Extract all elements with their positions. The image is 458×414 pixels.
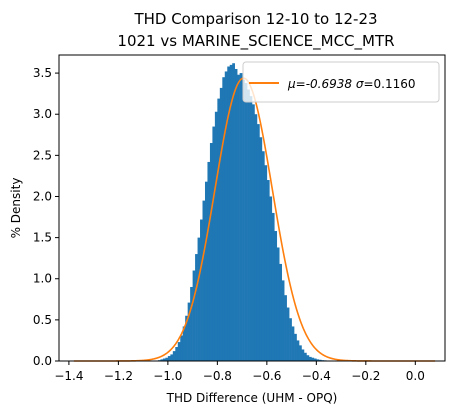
histogram-bar	[244, 82, 248, 361]
histogram-bar	[249, 96, 253, 361]
y-tick-label: 3.0	[33, 107, 52, 121]
legend-box	[242, 61, 440, 103]
histogram-bar	[234, 68, 238, 361]
histogram-bar	[160, 359, 164, 361]
y-axis-label: % Density	[9, 178, 23, 239]
histogram-bar	[222, 77, 226, 362]
chart-title-line-1: THD Comparison 12-10 to 12-23	[133, 10, 377, 28]
histogram-bar	[271, 212, 275, 361]
y-tick-label: 0.0	[33, 354, 52, 368]
histogram-bar	[232, 63, 235, 361]
histogram-bar	[202, 200, 206, 361]
histogram-bar	[299, 345, 302, 361]
x-tick-label: −0.4	[302, 369, 331, 383]
legend-label-mu: μ=-0.6938	[287, 77, 356, 91]
histogram-bar	[192, 270, 196, 361]
histogram-bar	[256, 124, 260, 361]
histogram-bar	[197, 237, 201, 361]
histogram-bar	[224, 71, 228, 361]
histogram-bar	[190, 286, 193, 361]
y-tick-label: 3.5	[33, 66, 52, 80]
histogram-bar	[170, 354, 174, 361]
histogram-bar	[286, 307, 290, 361]
histogram-bar	[279, 263, 282, 361]
histogram-bar	[318, 359, 322, 361]
histogram-bar	[162, 358, 166, 361]
x-tick-label: −0.6	[252, 369, 281, 383]
histogram-bar	[274, 231, 278, 361]
histogram-bar	[264, 165, 268, 361]
x-tick-label: −1.4	[54, 369, 83, 383]
y-tick-label: 2.5	[33, 148, 52, 162]
histogram-bar	[177, 342, 181, 361]
histogram-bar	[167, 356, 171, 361]
histogram-bar	[209, 143, 213, 361]
plot-frame	[58, 54, 446, 362]
histogram-bar	[313, 358, 317, 361]
histogram-bar	[185, 315, 188, 361]
histogram-bar	[165, 357, 169, 361]
histogram-bar	[303, 352, 307, 361]
histogram-bar	[261, 151, 265, 361]
x-tick-label: −1.2	[104, 369, 133, 383]
histogram-bar	[172, 351, 176, 361]
histogram-bar	[296, 340, 300, 361]
histogram-bar	[266, 180, 270, 361]
histogram-bar	[276, 247, 280, 361]
x-tick-label: −1.0	[153, 369, 182, 383]
histogram-bar	[252, 104, 255, 361]
histogram-bar	[284, 295, 287, 361]
legend: μ=-0.6938 σ=0.1160	[242, 61, 440, 103]
histogram-bar	[242, 79, 245, 362]
y-tick-label: 1.5	[33, 231, 52, 245]
y-axis-ticks: 0.0 0.5 1.0 1.5 2.0 2.5 3.0 3.5	[33, 66, 59, 368]
legend-label: μ=-0.6938 σ=0.1160	[287, 77, 415, 91]
histogram-bars	[157, 63, 339, 362]
histogram-bar	[291, 326, 295, 361]
legend-label-sigma-symbol: σ	[356, 77, 364, 91]
x-axis-ticks: −1.4 −1.2 −1.0 −0.8 −0.6 −0.4 −0.2 0.0	[54, 361, 425, 383]
histogram-bar	[239, 73, 243, 361]
chart-title-line-2: 1021 vs MARINE_SCIENCE_MCC_MTR	[117, 32, 394, 51]
histogram-bar	[182, 326, 186, 361]
legend-label-sigma-value: =0.1160	[363, 77, 415, 91]
histogram-bar	[306, 355, 310, 361]
y-tick-label: 2.0	[33, 189, 52, 203]
histogram-bar	[200, 219, 203, 361]
histogram-bar	[311, 357, 315, 361]
histogram-bar	[219, 87, 223, 362]
histogram-bar	[187, 302, 191, 361]
histogram-bar	[301, 349, 305, 361]
histogram-bar	[214, 111, 218, 361]
histogram-bar	[237, 74, 240, 362]
x-tick-label: 0.0	[406, 369, 425, 383]
y-tick-label: 0.5	[33, 313, 52, 327]
histogram-bar	[212, 126, 216, 361]
histogram-bar	[308, 356, 312, 361]
histogram-bar	[247, 89, 250, 362]
histogram-bar	[281, 280, 285, 361]
y-tick-label: 1.0	[33, 272, 52, 286]
histogram-bar	[217, 98, 221, 361]
x-tick-label: −0.2	[351, 369, 380, 383]
histogram-bar	[175, 347, 179, 361]
histogram-bar	[316, 359, 320, 361]
histogram-bar	[229, 64, 233, 362]
histogram-bar	[259, 137, 263, 361]
histogram-bar	[180, 335, 184, 361]
histogram-bar	[227, 66, 231, 362]
histogram-bar	[207, 161, 211, 361]
histogram-bar	[254, 114, 258, 361]
histogram-bar	[289, 318, 292, 361]
x-tick-label: −0.8	[203, 369, 232, 383]
histogram-bar	[294, 333, 297, 361]
x-axis-label: THD Difference (UHM - OPQ)	[166, 391, 338, 405]
histogram-bar	[204, 181, 208, 361]
histogram-bar	[269, 196, 273, 361]
histogram-bar	[195, 254, 198, 361]
